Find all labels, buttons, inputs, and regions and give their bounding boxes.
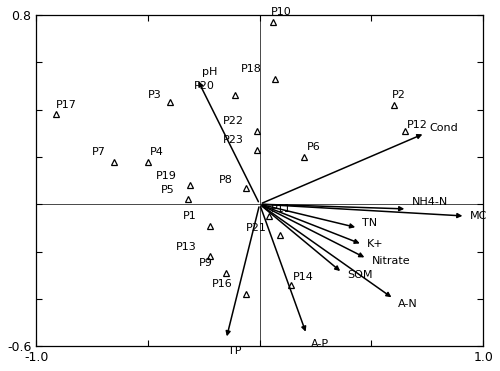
Text: P14: P14 [293,272,314,282]
Text: SOM: SOM [347,270,372,280]
Text: P22: P22 [223,116,244,126]
Text: P2: P2 [392,90,406,100]
Text: A-N: A-N [398,299,418,309]
Text: P11: P11 [271,204,291,214]
Text: P17: P17 [56,99,77,109]
Text: MC: MC [470,211,487,221]
Text: P19: P19 [156,171,177,181]
Text: P4: P4 [150,147,164,157]
Text: pH: pH [202,67,217,77]
Text: P5: P5 [161,185,174,195]
Text: P9: P9 [199,258,212,268]
Text: Cond: Cond [430,124,458,134]
Text: P3: P3 [148,90,162,100]
Text: P12: P12 [407,120,428,130]
Text: P18: P18 [241,64,262,74]
Text: TN: TN [362,218,378,228]
Text: P23: P23 [223,135,244,145]
Text: A-P: A-P [311,339,329,349]
Text: TP: TP [228,346,242,356]
Text: P13: P13 [176,242,197,252]
Text: Nitrate: Nitrate [372,256,410,266]
Text: P8: P8 [219,175,233,185]
Text: K+: K+ [367,239,384,249]
Text: NH4-N: NH4-N [412,197,448,207]
Text: P20: P20 [194,81,215,91]
Text: P21: P21 [246,223,266,233]
Text: P6: P6 [306,142,320,152]
Text: P7: P7 [92,147,106,157]
Text: P16: P16 [212,279,233,289]
Text: P10: P10 [271,7,291,17]
Text: P1: P1 [184,211,197,221]
